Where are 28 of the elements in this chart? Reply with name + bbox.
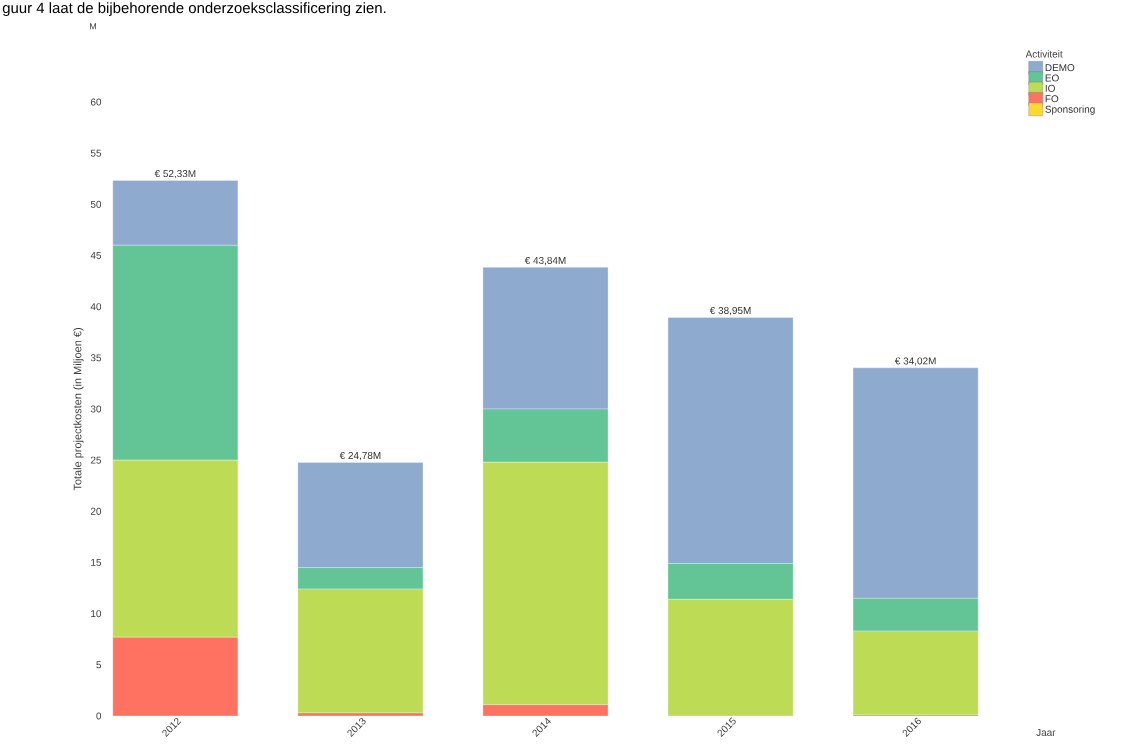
y-tick-label: 55	[90, 149, 102, 157]
y-tick-label: 0	[96, 712, 102, 720]
total-label: € 43,84M	[524, 256, 566, 266]
legend-label: Sponsoring	[1045, 105, 1095, 115]
y-tick-label: 45	[90, 252, 102, 259]
y-tick-label: 35	[90, 354, 102, 362]
text: M	[90, 23, 97, 30]
total-label: € 52,33M	[154, 170, 196, 179]
y-tick-label: 60	[90, 98, 102, 106]
legend-label: DEMO	[1045, 64, 1075, 72]
y-tick-label: 20	[90, 507, 102, 515]
y-tick-label: 10	[91, 610, 102, 618]
legend-label: IO	[1045, 84, 1055, 92]
y-tick-label: 30	[90, 405, 102, 413]
y-tick-label: 40	[90, 303, 102, 311]
y-tick-label: 15	[91, 559, 102, 566]
y-tick-label: 50	[90, 200, 102, 208]
text: guur 4 laat de bijbehorende onderzoeksclassificering zien.	[2, 2, 386, 17]
legend-label: EO	[1045, 74, 1059, 82]
total-label: € 34,02M	[894, 357, 936, 366]
y-tick-label: 5	[96, 661, 102, 669]
legend-label: FO	[1045, 95, 1059, 103]
total-label: € 38,95M	[709, 306, 751, 316]
y-tick-label: 25	[90, 456, 102, 464]
legend-title: Activiteit	[1025, 50, 1063, 58]
total-label: € 24,78M	[339, 451, 381, 461]
y-axis-title: Totale projectkosten (in Miljoen €)	[73, 328, 84, 491]
x-axis-title: Jaar	[1036, 729, 1056, 737]
